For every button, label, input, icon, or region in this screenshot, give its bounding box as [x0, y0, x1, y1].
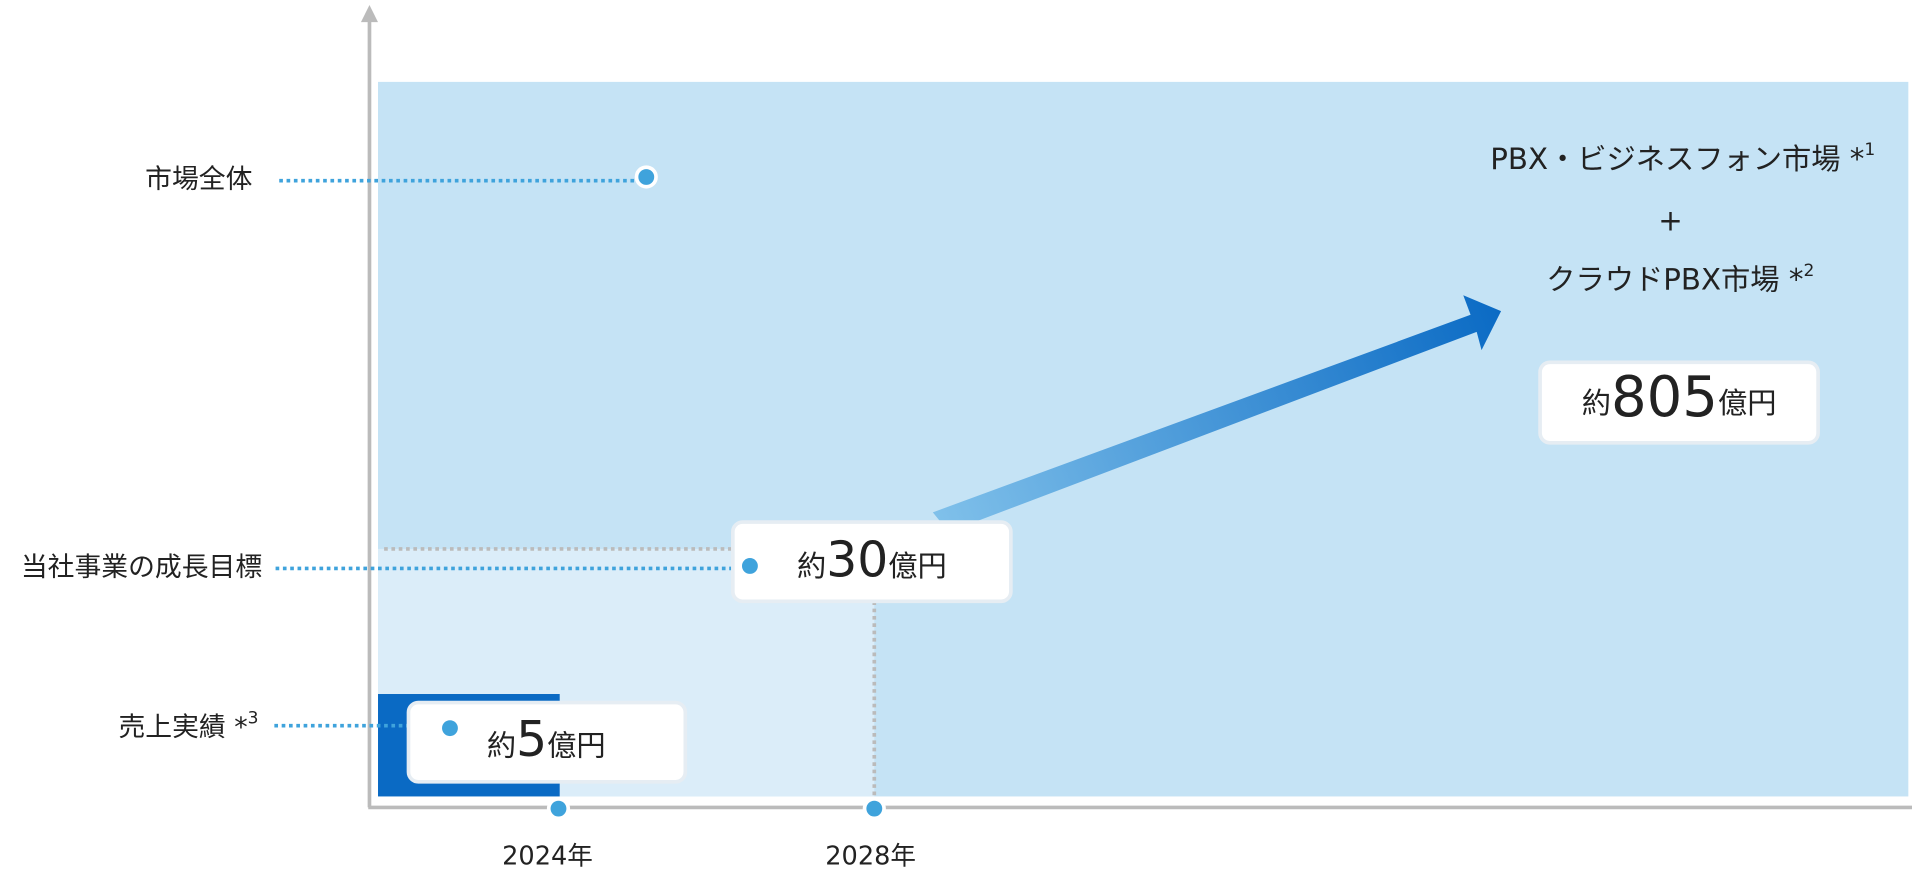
point	[634, 165, 658, 189]
market-title: クラウドPBX市場 *2	[1546, 261, 1814, 296]
amount: 5	[516, 711, 547, 768]
market-title: PBX・ビジネスフォン市場 *1	[1490, 140, 1875, 175]
growth-arrow	[932, 295, 1502, 532]
market-line: PBX・ビジネスフォン市場 *	[1490, 141, 1864, 175]
label: 市場全体	[145, 164, 252, 195]
note: 2	[1803, 261, 1814, 281]
x-point	[862, 797, 886, 821]
prefix: 約	[797, 549, 826, 583]
x-label: 2024年	[502, 841, 593, 871]
x-point	[546, 797, 571, 821]
x-label: 2028年	[825, 841, 916, 871]
amount: 30	[826, 532, 888, 589]
point	[738, 554, 762, 578]
label: 当社事業の成長目標	[21, 552, 262, 583]
label: 売上実績 *3	[118, 708, 258, 742]
value: 約805億円	[1582, 365, 1777, 430]
prefix: 約	[487, 728, 516, 762]
plus: +	[1658, 204, 1683, 238]
prefix: 約	[1582, 385, 1611, 419]
note: 3	[248, 708, 259, 728]
value: 約30億円	[797, 532, 947, 589]
label-text: 売上実績 *	[118, 712, 247, 743]
amount: 805	[1611, 365, 1718, 430]
y-axis-arrow	[360, 5, 379, 23]
market-line: クラウドPBX市場 *	[1546, 262, 1803, 296]
value: 約5億円	[487, 711, 606, 768]
note: 1	[1864, 140, 1875, 160]
value-box	[406, 700, 688, 784]
value-box	[731, 520, 1013, 604]
point	[438, 716, 462, 740]
value-box	[1538, 360, 1820, 445]
unit: 億円	[1718, 385, 1777, 419]
unit: 億円	[547, 728, 606, 762]
unit: 億円	[888, 549, 947, 583]
